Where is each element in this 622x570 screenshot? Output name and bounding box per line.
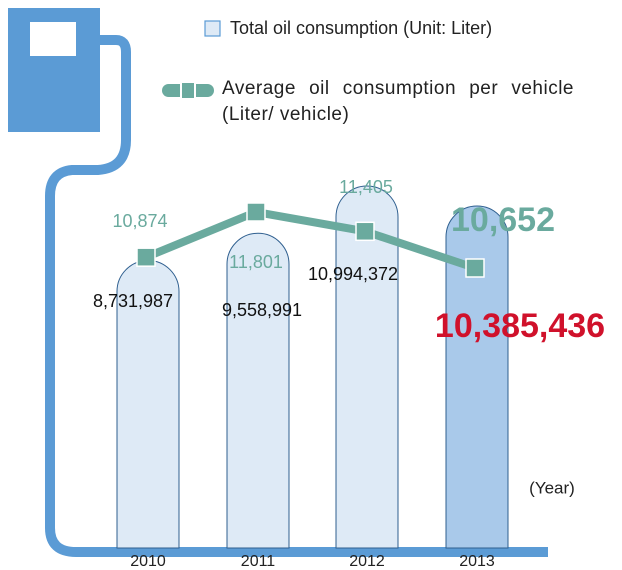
bar-value-label: 10,994,372 <box>308 264 398 284</box>
line-value-label: 11,405 <box>339 177 393 197</box>
legend-swatch-line <box>162 82 214 99</box>
bar-value-label: 9,558,991 <box>222 300 302 320</box>
bar <box>226 232 290 549</box>
legend-label: Total oil consumption (Unit: Liter) <box>230 18 492 38</box>
x-tick-label: 2012 <box>349 553 385 570</box>
pump-window <box>30 22 76 56</box>
line-marker <box>355 221 375 242</box>
legend-label: Average oil consumption per vehicle (Lit… <box>222 78 574 125</box>
x-tick-label: 2010 <box>130 553 166 570</box>
line-value-label: 10,652 <box>451 201 555 239</box>
line-value-label: 10,874 <box>112 211 167 231</box>
bar-value-label: 8,731,987 <box>93 291 173 311</box>
x-tick-label: 2013 <box>459 553 495 570</box>
line-marker <box>465 258 485 278</box>
legend-swatch-bar <box>204 20 221 37</box>
line-marker <box>246 202 266 222</box>
line-marker <box>136 247 156 267</box>
line <box>144 207 477 272</box>
x-axis-label: (Year) <box>529 478 575 497</box>
x-tick-label: 2011 <box>241 553 276 570</box>
bar <box>335 185 399 549</box>
line-value-label: 11,801 <box>229 252 283 272</box>
bar-value-label: 10,385,436 <box>435 307 605 345</box>
hose <box>45 35 548 557</box>
legend-marker <box>182 83 194 98</box>
bar <box>445 205 509 549</box>
